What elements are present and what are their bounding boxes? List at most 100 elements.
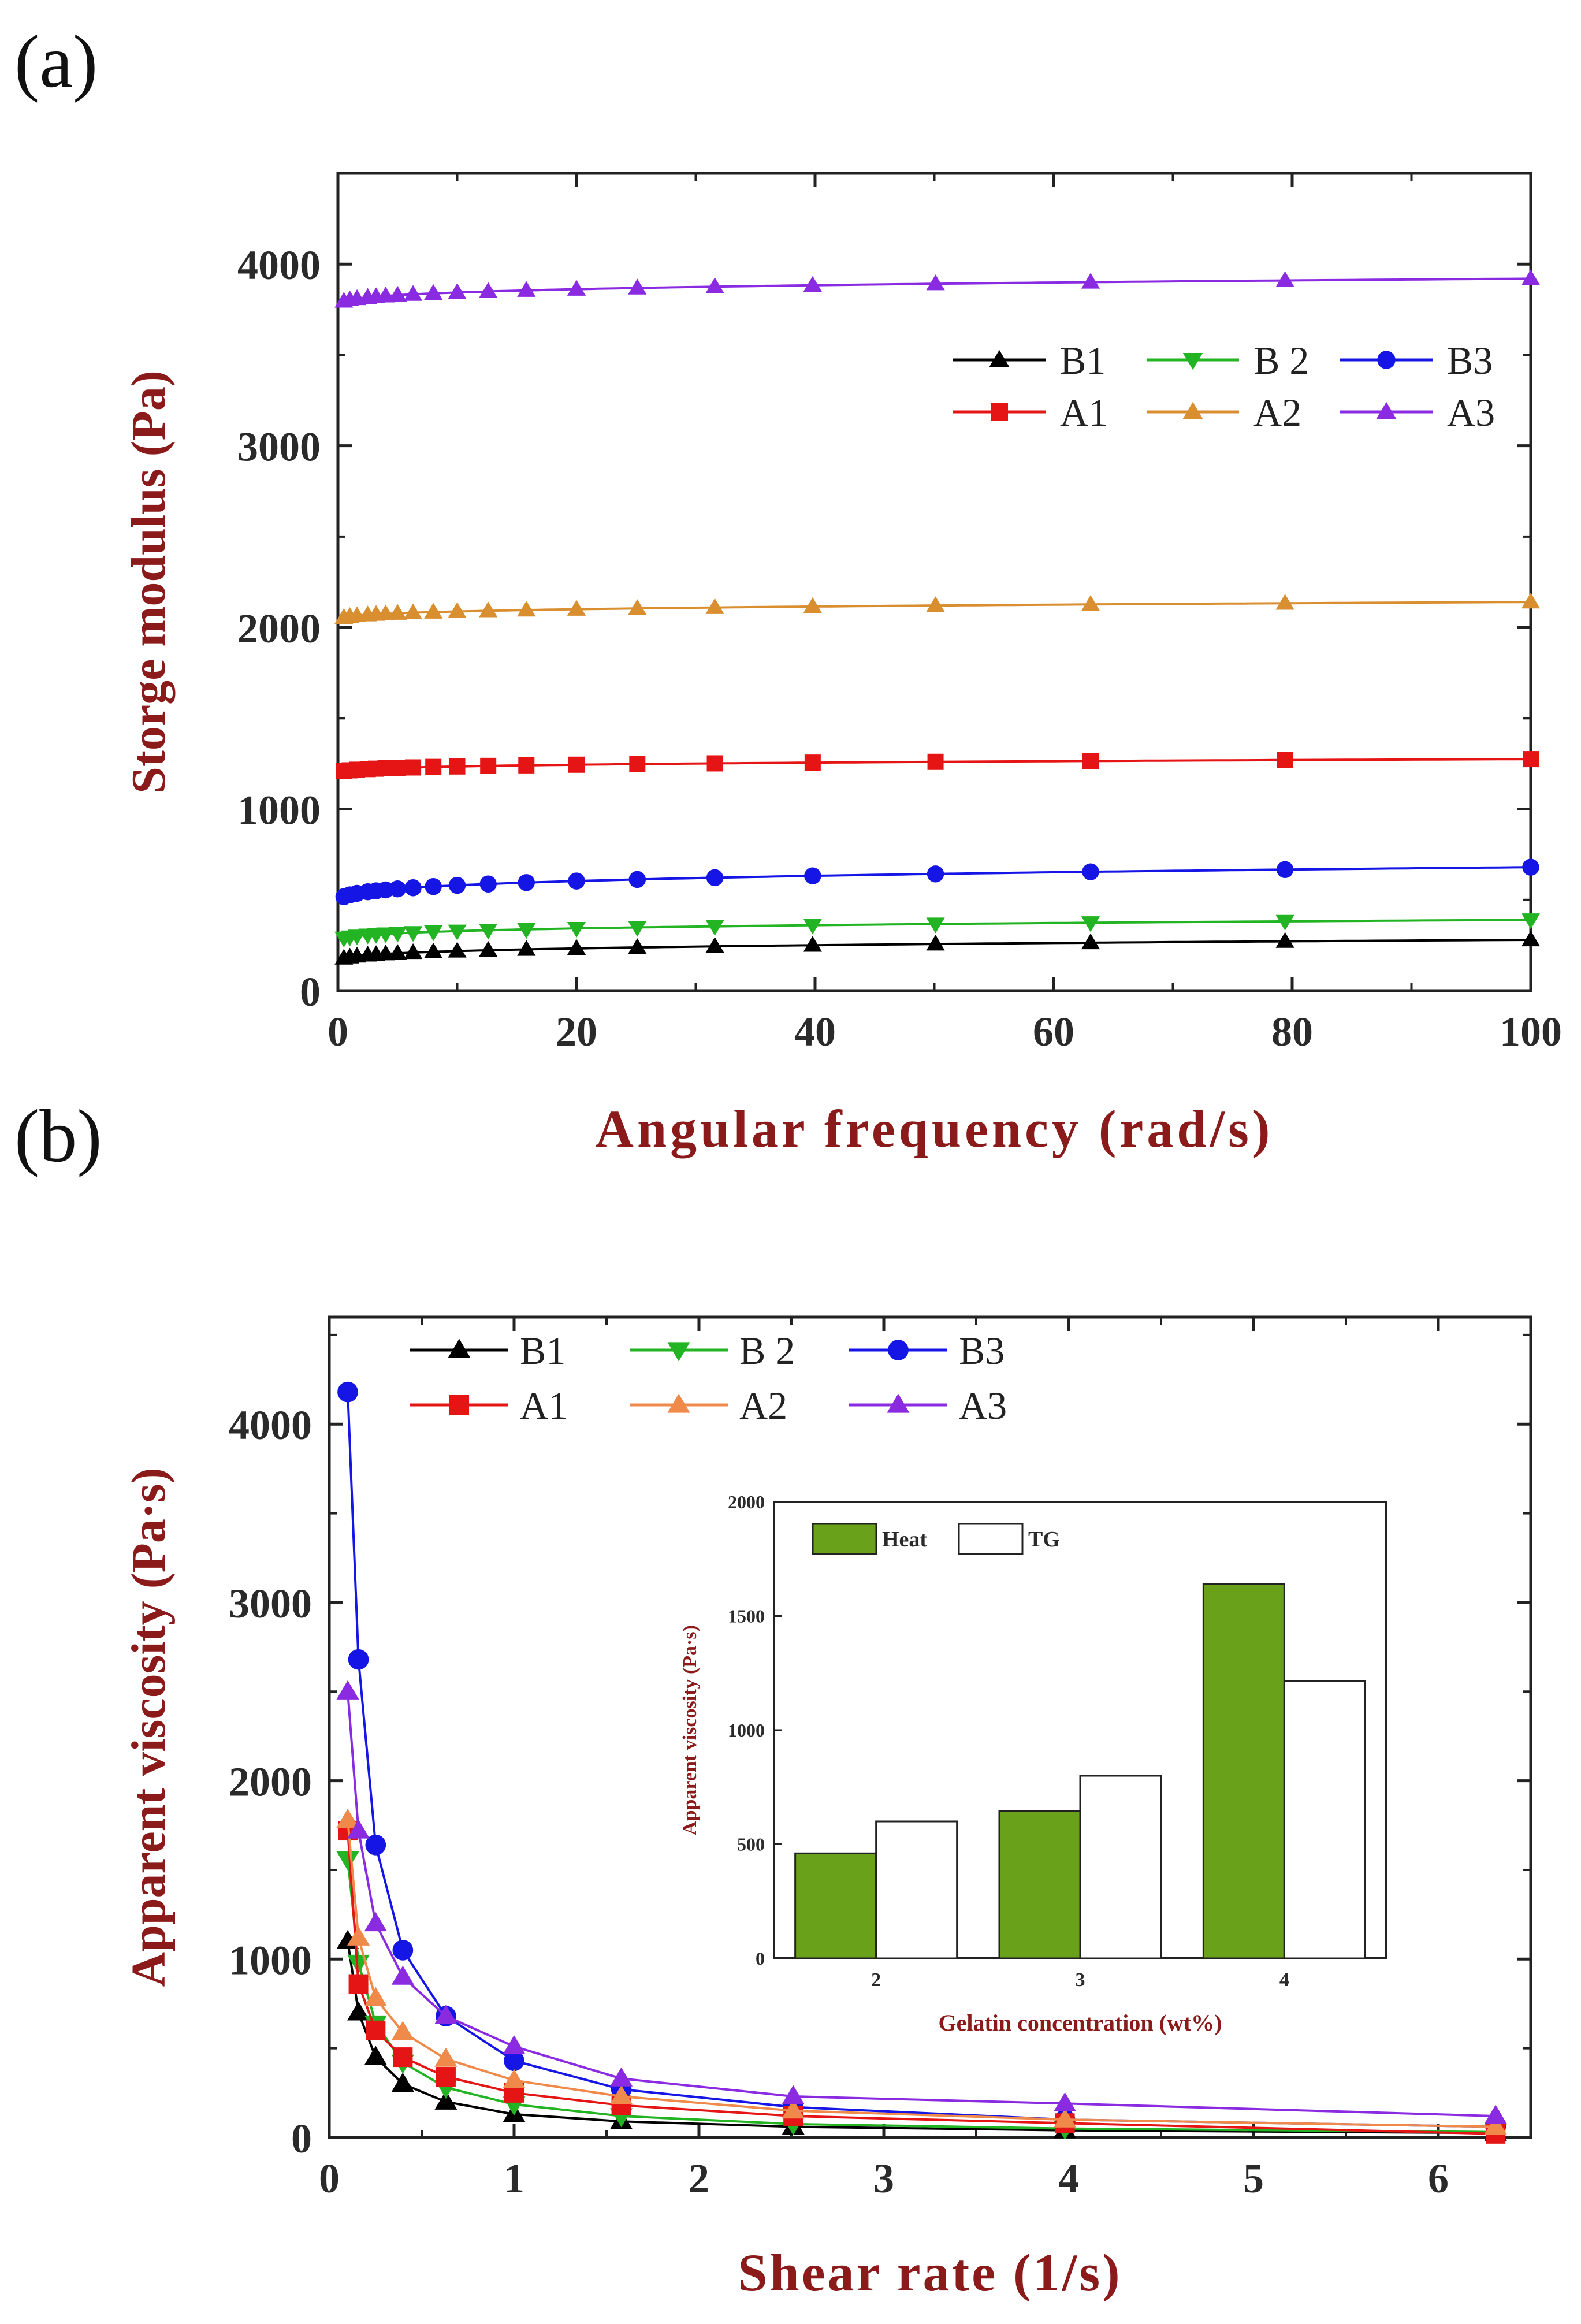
legend-marker-b	[887, 1393, 910, 1413]
x-axis-title-b: Shear rate (1/s)	[738, 2243, 1122, 2302]
data-point-a3-b	[434, 2005, 457, 2024]
inset-y-tick-label: 500	[737, 1834, 765, 1855]
y-tick-label-a: 4000	[237, 242, 321, 288]
data-point-a1-a	[1082, 753, 1099, 769]
data-point-b2-a	[479, 924, 498, 940]
panel-b: (b) 0 1 2 3 4 5 6 0 1000 2000 3000 4000 Shear rate (1…	[14, 1095, 1532, 2302]
data-point-a3-a	[705, 277, 724, 293]
y-tick-label-b: 0	[291, 2115, 312, 2162]
data-point-a2-b	[391, 2021, 414, 2040]
data-point-b1-a	[628, 938, 647, 954]
legend-label-b: A2	[739, 1384, 787, 1427]
data-point-b1-a	[388, 944, 407, 960]
data-point-a3-a	[448, 283, 467, 299]
data-point-b3-a	[404, 879, 422, 897]
legend-label-a: B1	[1060, 339, 1106, 382]
inset-x-axis-title: Gelatin concentration (wt%)	[938, 2010, 1222, 2036]
inset-y-tick-label: 0	[756, 1948, 765, 1969]
legend-marker-b	[667, 1393, 690, 1413]
data-point-a2-b	[503, 2069, 526, 2088]
y-tick-label-a: 3000	[237, 424, 321, 470]
legend-marker-b	[449, 1395, 469, 1415]
y-tick-label-a: 0	[300, 969, 321, 1015]
data-point-a3-a	[479, 282, 498, 298]
data-point-b3-b	[365, 1834, 386, 1856]
data-point-b2-a	[1081, 916, 1100, 932]
data-point-a2-a	[448, 602, 467, 618]
data-point-b1-a	[1081, 933, 1100, 950]
data-point-a2-a	[1521, 592, 1541, 609]
x-tick-label-b: 2	[689, 2155, 709, 2202]
data-point-a2-a	[403, 603, 423, 619]
legend-label-b: A1	[520, 1384, 568, 1427]
data-point-a1-a	[449, 758, 466, 775]
x-tick-label-b: 3	[873, 2155, 894, 2202]
data-point-b3-b	[337, 1381, 358, 1403]
y-tick-label-b: 3000	[229, 1581, 312, 1627]
data-point-b1-a	[517, 940, 536, 956]
data-point-b1-a	[567, 939, 586, 955]
data-point-a3-b	[347, 1819, 370, 1839]
inset-y-tick-label: 1000	[728, 1720, 765, 1741]
data-point-a1-b	[393, 2047, 413, 2068]
y-axis-title-a: Storge modulus (Pa)	[122, 370, 176, 794]
x-tick-label-b: 4	[1058, 2155, 1079, 2202]
data-point-a3-a	[1081, 273, 1100, 289]
data-point-b2-a	[628, 921, 647, 937]
data-point-a1-a	[405, 759, 422, 776]
legend-label-b: B1	[520, 1329, 566, 1373]
inset-x-tick-label: 2	[871, 1969, 881, 1991]
data-point-a2-a	[388, 604, 407, 620]
y-tick-label-a: 2000	[237, 605, 321, 652]
legend-label-a: A2	[1253, 391, 1301, 434]
data-point-a3-b	[503, 2035, 526, 2055]
legend-marker-a	[1376, 401, 1397, 419]
series-line-a1-b	[347, 1830, 1496, 2135]
data-point-b3-a	[568, 872, 585, 890]
series-line-a2-b	[347, 1820, 1496, 2128]
data-point-a3-a	[403, 285, 423, 301]
legend-marker-a	[1377, 351, 1396, 369]
bar-heat	[998, 1810, 1081, 1959]
legend-label-a: A1	[1060, 391, 1108, 434]
data-point-b3-a	[927, 865, 944, 883]
data-point-b2-a	[517, 923, 536, 939]
data-point-a2-a	[1275, 594, 1294, 610]
data-point-a3-a	[803, 276, 822, 292]
data-point-a3-a	[424, 284, 443, 300]
data-point-a2-b	[1054, 2108, 1077, 2128]
x-tick-label-b: 0	[319, 2155, 340, 2202]
data-point-b3-a	[1082, 863, 1099, 880]
data-point-a1-b	[436, 2067, 456, 2087]
inset-legend: Heat TG	[812, 1523, 1060, 1555]
data-point-a2-a	[628, 599, 647, 615]
data-point-a2-b	[336, 1808, 359, 1828]
x-tick-label-b: 6	[1428, 2155, 1449, 2202]
data-point-a3-b	[1484, 2104, 1507, 2124]
y-tick-label-b: 1000	[229, 1937, 312, 1983]
x-tick-label-a: 60	[1033, 1009, 1074, 1055]
data-point-b2-b	[336, 1851, 359, 1871]
inset-legend-label: TG	[1028, 1527, 1060, 1552]
data-point-b2-a	[1521, 913, 1541, 929]
inset-legend-swatch-heat	[812, 1523, 877, 1555]
data-point-a2-b	[782, 2099, 805, 2119]
data-point-b3-a	[1276, 861, 1294, 879]
y-axis-title-b: Apparent viscosity (Pa·s)	[122, 1467, 176, 1987]
legend-marker-b	[888, 1340, 909, 1360]
data-point-a3-b	[1054, 2092, 1077, 2111]
data-point-b1-a	[926, 935, 945, 951]
legend-label-a: A3	[1447, 391, 1495, 434]
data-point-b3-b	[392, 1940, 414, 1961]
data-point-b2-a	[705, 920, 724, 936]
legend-label-b: A3	[959, 1384, 1007, 1427]
data-point-b1-b	[364, 2046, 387, 2065]
data-point-a3-a	[567, 280, 586, 296]
x-tick-label-b: 5	[1243, 2155, 1264, 2202]
legend-label-b: B3	[959, 1329, 1005, 1373]
x-tick-label-a: 0	[328, 1009, 348, 1055]
data-point-a1-a	[706, 755, 723, 772]
legend-label-a: B 2	[1253, 339, 1309, 382]
data-point-b3-a	[479, 875, 497, 893]
